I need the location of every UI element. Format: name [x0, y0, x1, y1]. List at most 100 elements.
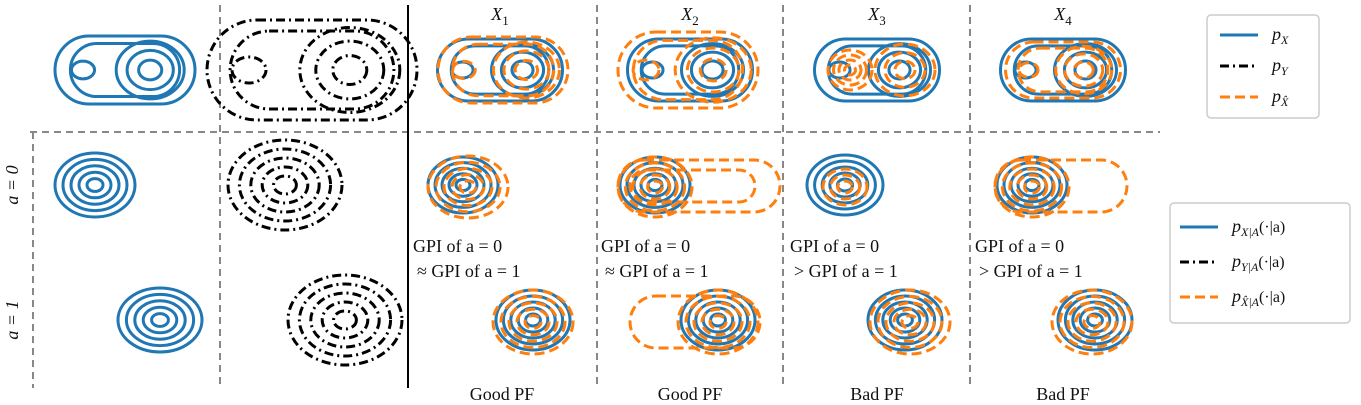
contour [205, 18, 419, 122]
contour [888, 306, 922, 334]
annotation: ≈ GPI of a = 1 [605, 261, 709, 281]
legend-base: p [1270, 55, 1281, 75]
header-base: X [1053, 4, 1066, 24]
contour [623, 161, 687, 213]
contour [53, 151, 137, 219]
contour [1008, 167, 1056, 207]
contour [513, 58, 540, 82]
contour [1058, 294, 1126, 350]
contour [884, 301, 936, 343]
column-header: X2 [680, 4, 699, 28]
contour [137, 58, 164, 82]
legend-sub: X|A [1240, 225, 1260, 239]
contour [1078, 306, 1112, 334]
contour [805, 153, 885, 217]
contour [436, 37, 564, 103]
contour [813, 159, 877, 211]
contour [628, 168, 757, 204]
contour [876, 294, 944, 350]
contour [286, 273, 404, 367]
contour [114, 39, 186, 101]
contour [1082, 314, 1102, 330]
header-base: X [867, 4, 880, 24]
legend-suffix: (·|a) [1259, 289, 1285, 306]
contour [1063, 52, 1105, 88]
contour [685, 46, 741, 94]
contour [1054, 44, 1114, 96]
contour [458, 179, 478, 195]
contour [133, 299, 187, 341]
contour [77, 170, 113, 200]
row-label: a = 0 [2, 165, 22, 204]
contour [314, 39, 386, 101]
column-header: X3 [867, 4, 886, 28]
contour [873, 294, 937, 346]
contour [1066, 301, 1118, 343]
legend-base: p [1270, 86, 1281, 106]
contour [85, 177, 105, 193]
contour [61, 157, 129, 213]
contour [700, 59, 725, 81]
contour [230, 55, 268, 85]
header-sub: 3 [879, 13, 886, 28]
legend-label: pY [1270, 55, 1289, 78]
contour [298, 26, 402, 114]
contour [1016, 46, 1110, 94]
contour [332, 309, 358, 331]
contour [53, 34, 197, 106]
contour [616, 30, 760, 110]
contour [843, 63, 857, 77]
contour [1050, 288, 1134, 356]
contour [1072, 60, 1095, 80]
contour [491, 288, 575, 356]
contour [237, 147, 333, 223]
contour [69, 59, 97, 81]
legend-sub: Y|A [1241, 260, 1259, 274]
legend-label: pY|A(·|a) [1230, 251, 1285, 274]
contour [436, 35, 570, 105]
annotation: > GPI of a = 1 [979, 261, 1083, 281]
contour [873, 42, 937, 98]
annotation: GPI of a = 0 [790, 236, 879, 256]
contour [646, 179, 664, 195]
contour [434, 160, 502, 214]
legend-box [1206, 14, 1320, 119]
contour [993, 158, 1129, 214]
contour [442, 166, 494, 208]
legend-sub: X̂ [1280, 95, 1289, 109]
header-base: X [680, 4, 693, 24]
legend-suffix: (·|a) [1258, 254, 1284, 271]
contour [826, 48, 874, 92]
contour [320, 300, 370, 340]
contour [892, 307, 928, 337]
annotation: GPI of a = 0 [413, 236, 502, 256]
header-sub: 2 [692, 13, 699, 28]
contour [491, 40, 561, 100]
annotation: GPI of a = 0 [601, 236, 690, 256]
legend-sub: Y [1281, 64, 1289, 78]
footer-label: Good PF [658, 384, 723, 404]
contour [272, 174, 298, 196]
contour [507, 301, 559, 343]
contour [868, 288, 952, 356]
header-base: X [490, 4, 503, 24]
contour [150, 312, 170, 328]
contour [228, 29, 396, 111]
column-header: X1 [490, 4, 509, 28]
contour [616, 158, 782, 214]
contour [502, 49, 551, 91]
contour [331, 54, 369, 86]
contour [1086, 312, 1104, 328]
header-sub: 1 [502, 13, 509, 28]
footer-label: Good PF [470, 384, 535, 404]
contour [832, 53, 868, 87]
annotation: > GPI of a = 1 [794, 261, 898, 281]
contour [124, 292, 196, 348]
contour [1074, 307, 1110, 337]
contour [708, 314, 728, 330]
legend-base: p [1270, 24, 1281, 44]
legend-label: pX|A(·|a) [1230, 216, 1285, 239]
contour [821, 167, 869, 207]
contour [698, 57, 728, 83]
